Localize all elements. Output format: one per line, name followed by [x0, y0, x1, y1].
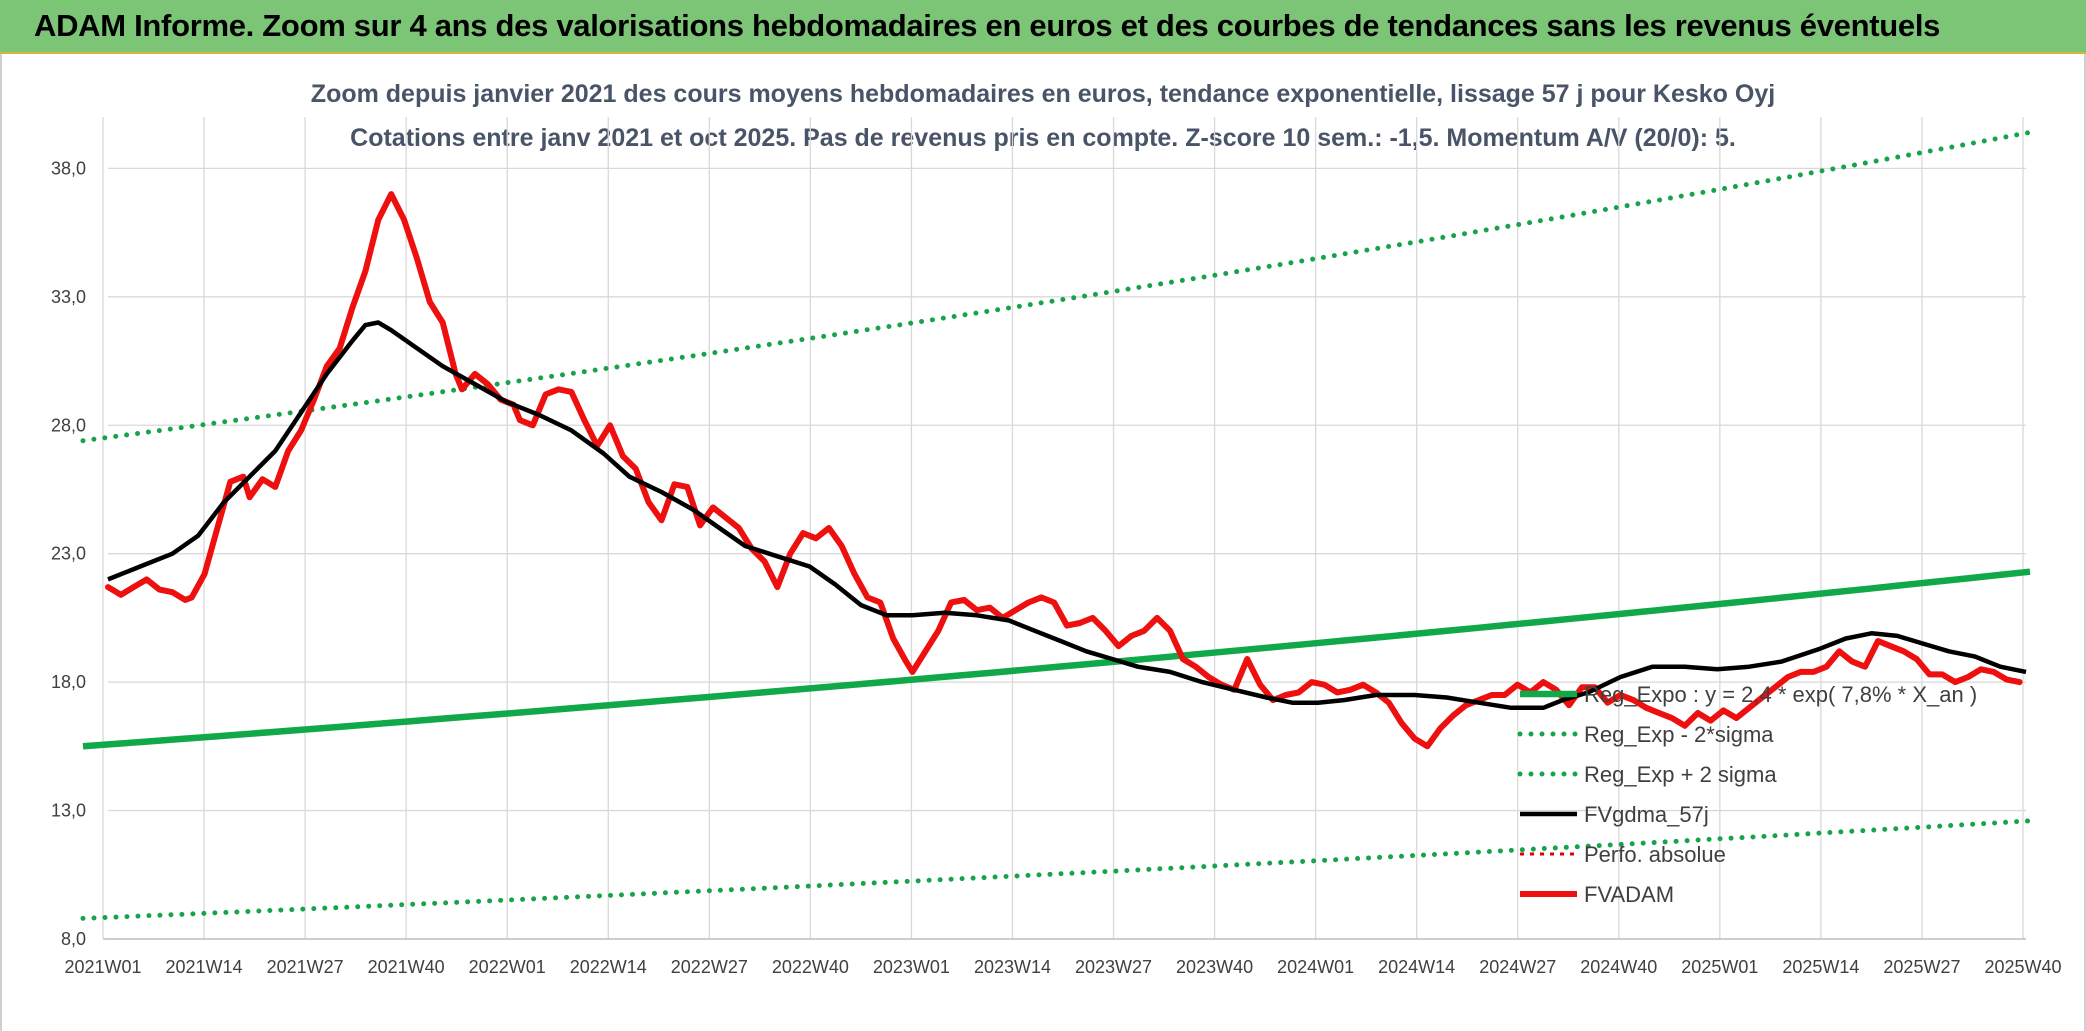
- x-tick-label: 2023W01: [873, 957, 950, 977]
- x-tick-label: 2022W27: [671, 957, 748, 977]
- price-line: [105, 191, 2023, 750]
- x-tick-label: 2021W27: [267, 957, 344, 977]
- chart-title-line2: Cotations entre janv 2021 et oct 2025. P…: [350, 124, 1736, 152]
- lower-band-line: [80, 818, 2033, 921]
- x-tick-label: 2024W01: [1277, 957, 1354, 977]
- x-tick-label: 2021W40: [368, 957, 445, 977]
- legend-label: Reg_Expo : y = 2,4 * exp( 7,8% * X_an ): [1584, 682, 1977, 707]
- trend-line: [82, 568, 2031, 750]
- y-tick-label: 38,0: [51, 158, 86, 178]
- legend-label: FVADAM: [1584, 882, 1674, 907]
- y-axis: 8,0 13,0 18,0 23,0 28,0 33,0 38,0: [51, 158, 86, 949]
- gridlines: [102, 117, 2026, 940]
- x-tick-label: 2023W14: [974, 957, 1051, 977]
- x-tick-label: 2024W40: [1580, 957, 1657, 977]
- x-tick-label: 2023W27: [1075, 957, 1152, 977]
- y-tick-label: 8,0: [61, 929, 86, 949]
- legend: Reg_Expo : y = 2,4 * exp( 7,8% * X_an ) R…: [1517, 682, 1977, 907]
- header-banner: ADAM Informe. Zoom sur 4 ans des valoris…: [0, 0, 2086, 54]
- x-tick-label: 2022W40: [772, 957, 849, 977]
- moving-average-line: [107, 320, 2027, 711]
- x-tick-label: 2021W01: [64, 957, 141, 977]
- x-axis: 2021W01 2021W14 2021W27 2021W40 2022W01 2022W…: [64, 938, 2062, 977]
- upper-band-line: [80, 129, 2033, 444]
- x-tick-label: 2025W27: [1883, 957, 1960, 977]
- legend-label: Perfo. absolue: [1584, 842, 1726, 867]
- x-tick-label: 2025W01: [1681, 957, 1758, 977]
- x-tick-label: 2021W14: [166, 957, 243, 977]
- x-tick-label: 2025W40: [1984, 957, 2061, 977]
- legend-label: FVgdma_57j: [1584, 802, 1709, 827]
- legend-label: Reg_Exp - 2*sigma: [1584, 722, 1774, 747]
- x-tick-label: 2024W27: [1479, 957, 1556, 977]
- y-tick-label: 13,0: [51, 801, 86, 821]
- x-tick-label: 2022W14: [570, 957, 647, 977]
- plot-area: [80, 129, 2033, 921]
- page-title: ADAM Informe. Zoom sur 4 ans des valoris…: [34, 8, 1941, 43]
- y-tick-label: 33,0: [51, 287, 86, 307]
- x-tick-label: 2023W40: [1176, 957, 1253, 977]
- chart-frame: [0, 54, 2086, 1031]
- x-tick-label: 2022W01: [469, 957, 546, 977]
- y-tick-label: 28,0: [51, 415, 86, 435]
- y-tick-label: 18,0: [51, 672, 86, 692]
- legend-label: Reg_Exp + 2 sigma: [1584, 762, 1777, 787]
- y-tick-label: 23,0: [51, 544, 86, 564]
- chart-title-line1: Zoom depuis janvier 2021 des cours moyen…: [311, 80, 1775, 108]
- chart: Zoom depuis janvier 2021 des cours moyen…: [51, 80, 2062, 977]
- x-tick-label: 2025W14: [1782, 957, 1859, 977]
- x-tick-label: 2024W14: [1378, 957, 1455, 977]
